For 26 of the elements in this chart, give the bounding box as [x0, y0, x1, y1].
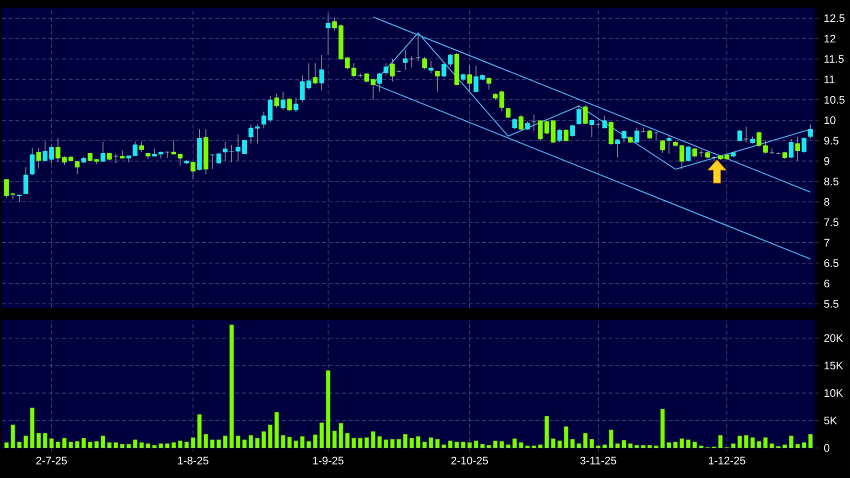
y-tick-label: 10 — [824, 116, 836, 124]
y-tick-label: 10.5 — [824, 96, 845, 104]
y-tick-label: 12.5 — [824, 14, 845, 22]
y-tick-label: 20K — [824, 334, 844, 342]
x-tick-label: 1-9-25 — [313, 456, 344, 464]
y-tick-label: 15K — [824, 362, 844, 370]
y-tick-label: 6.5 — [824, 259, 838, 267]
y-tick-label: 11.5 — [824, 55, 844, 63]
y-tick-label: 7 — [824, 238, 830, 246]
y-tick-label: 8 — [824, 198, 830, 206]
y-tick-label: 10K — [824, 389, 844, 397]
x-tick-label: 2-10-25 — [451, 456, 488, 464]
y-tick-label: 5K — [824, 416, 837, 424]
x-tick-label: 3-11-25 — [580, 456, 616, 464]
y-tick-label: 0 — [824, 444, 830, 452]
x-tick-label: 1-8-25 — [178, 456, 208, 464]
x-tick-label: 1-12-25 — [708, 456, 746, 464]
y-tick-label: 12 — [824, 34, 836, 42]
y-tick-label: 9 — [824, 157, 830, 165]
y-tick-label: 8.5 — [824, 178, 838, 186]
y-tick-label: 7.5 — [824, 218, 838, 226]
y-tick-label: 11 — [824, 76, 835, 84]
y-tick-label: 5.5 — [824, 300, 838, 308]
x-tick-label: 2-7-25 — [36, 456, 67, 464]
y-tick-label: 9.5 — [824, 136, 838, 145]
y-tick-label: 6 — [824, 280, 830, 288]
